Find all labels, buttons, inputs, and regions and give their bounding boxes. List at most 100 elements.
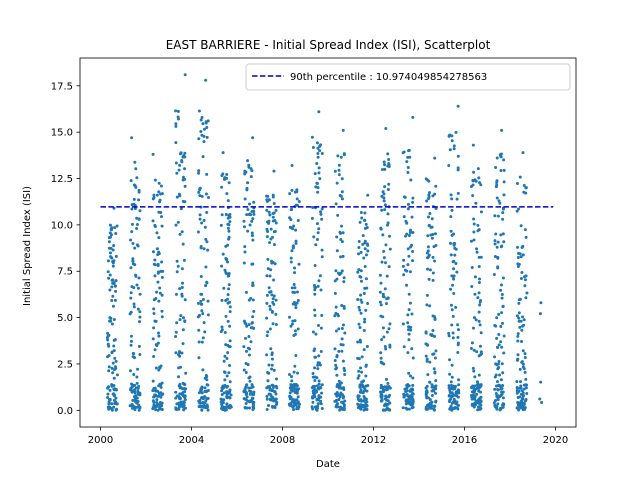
data-point: [340, 400, 344, 404]
data-point: [222, 405, 226, 409]
data-point: [538, 397, 542, 401]
data-point: [293, 387, 297, 391]
data-point: [452, 144, 456, 148]
data-point: [180, 294, 184, 298]
data-point: [246, 159, 250, 163]
data-point: [470, 265, 474, 269]
data-point: [288, 216, 292, 220]
data-point: [199, 387, 203, 391]
data-point: [178, 232, 182, 236]
data-point: [275, 402, 279, 406]
data-point: [243, 250, 247, 254]
data-point: [472, 348, 476, 352]
data-point: [197, 399, 201, 403]
data-point: [475, 380, 479, 384]
data-point: [472, 222, 476, 226]
data-point: [478, 300, 482, 304]
data-point: [385, 297, 389, 301]
data-point: [455, 270, 459, 274]
data-point: [366, 193, 370, 197]
data-point: [515, 380, 519, 384]
data-point: [521, 349, 525, 353]
data-point: [289, 324, 293, 328]
data-point: [160, 381, 164, 385]
data-point: [471, 179, 475, 183]
data-point: [334, 393, 338, 397]
data-point: [174, 161, 178, 165]
data-point: [135, 176, 139, 180]
data-point: [136, 367, 140, 371]
data-point: [499, 340, 503, 344]
x-tick-label: 2020: [543, 435, 568, 446]
data-point: [540, 400, 544, 404]
data-point: [447, 393, 451, 397]
data-point: [364, 277, 368, 281]
data-point: [495, 196, 499, 200]
x-tick-label: 2012: [361, 435, 386, 446]
data-point: [110, 408, 114, 412]
data-point: [131, 262, 135, 266]
data-point: [317, 394, 321, 398]
data-point: [271, 405, 275, 409]
data-point: [152, 196, 156, 200]
data-point: [292, 224, 296, 228]
data-point: [359, 293, 363, 297]
data-point: [227, 237, 231, 241]
data-point: [519, 276, 523, 280]
data-point: [289, 226, 293, 230]
data-point: [132, 305, 136, 309]
data-point: [267, 363, 271, 367]
data-point: [456, 191, 460, 195]
data-point: [456, 403, 460, 407]
data-point: [405, 283, 409, 287]
data-point: [363, 320, 367, 324]
data-point: [501, 321, 505, 325]
data-point: [433, 156, 437, 160]
data-point: [456, 166, 460, 170]
data-point: [516, 403, 520, 407]
data-point: [434, 184, 438, 188]
data-point: [340, 337, 344, 341]
data-point: [469, 346, 473, 350]
data-point: [178, 318, 182, 322]
data-point: [516, 339, 520, 343]
data-point: [474, 201, 478, 205]
data-point: [179, 396, 183, 400]
data-point: [358, 385, 362, 389]
data-point: [250, 396, 254, 400]
data-point: [108, 231, 112, 235]
data-point: [270, 309, 274, 313]
data-point: [475, 247, 479, 251]
data-point: [174, 390, 178, 394]
data-point: [250, 231, 254, 235]
data-point: [343, 372, 347, 376]
data-point: [426, 396, 430, 400]
data-point: [448, 148, 452, 152]
data-point: [384, 302, 388, 306]
data-point: [500, 362, 504, 366]
data-point: [157, 299, 161, 303]
data-point: [184, 387, 188, 391]
data-point: [179, 207, 183, 211]
data-point: [334, 363, 338, 367]
data-point: [106, 342, 110, 346]
data-point: [499, 324, 503, 328]
data-point: [137, 188, 141, 192]
data-point: [406, 247, 410, 251]
data-point: [337, 163, 341, 167]
data-point: [408, 400, 412, 404]
data-point: [291, 319, 295, 323]
data-point: [130, 285, 134, 289]
data-point: [200, 408, 204, 412]
data-point: [290, 164, 294, 168]
data-point: [181, 199, 185, 203]
data-point: [520, 404, 524, 408]
data-point: [183, 184, 187, 188]
data-point: [296, 327, 300, 331]
data-point: [176, 109, 180, 113]
data-point: [337, 384, 341, 388]
data-point: [129, 334, 133, 338]
data-point: [317, 379, 321, 383]
data-point: [401, 406, 405, 410]
data-point: [500, 345, 504, 349]
